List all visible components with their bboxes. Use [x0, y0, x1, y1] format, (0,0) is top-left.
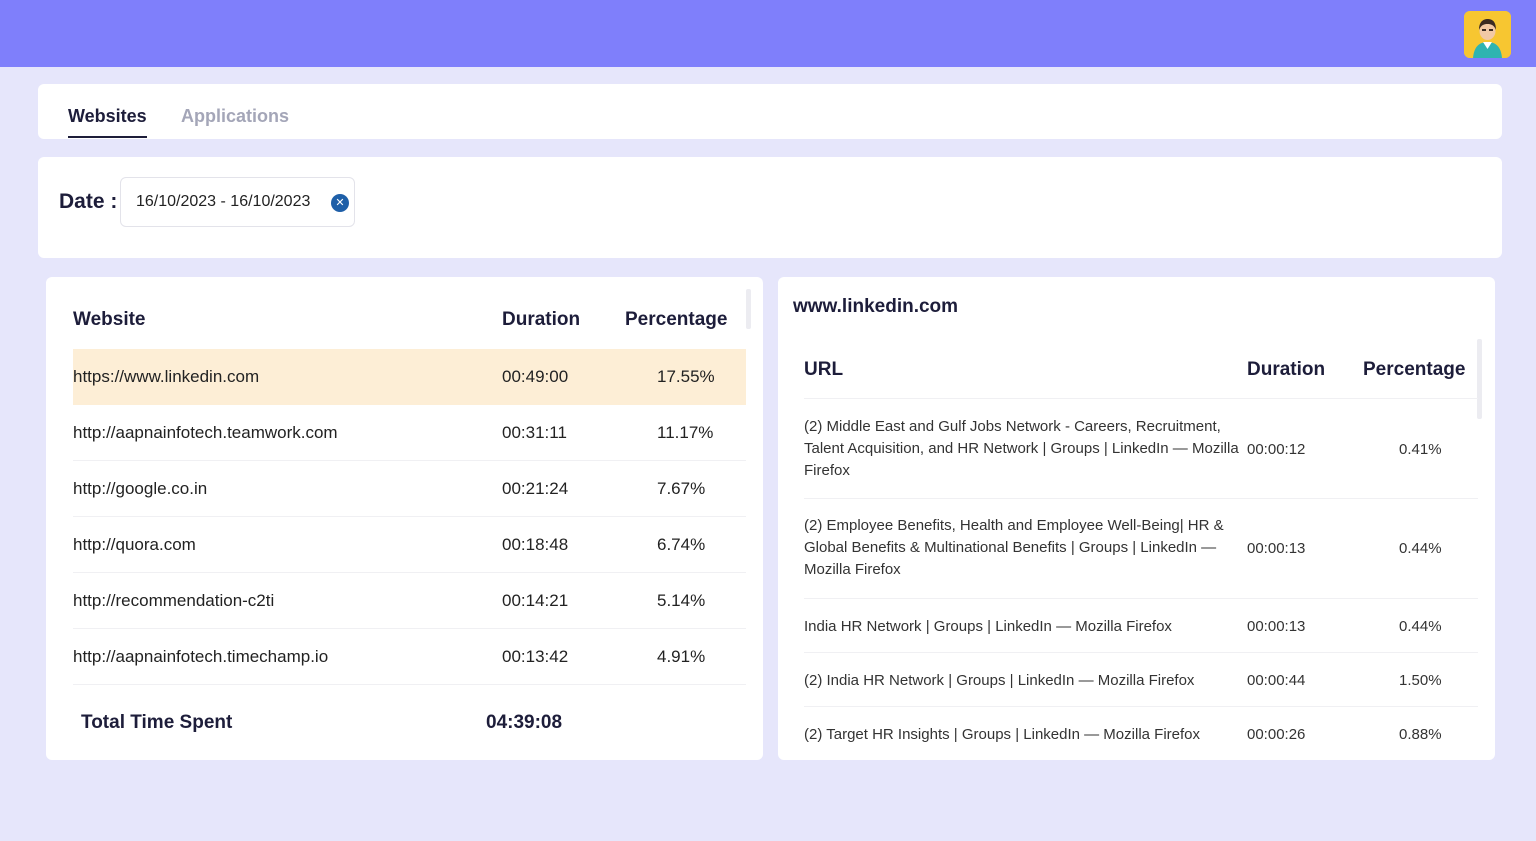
percentage-cell: 7.67% — [657, 479, 706, 498]
url-cell: India HR Network | Groups | LinkedIn — M… — [804, 618, 1172, 635]
date-filter-card: Date : 16/10/2023 - 16/10/2023 ✕ — [38, 157, 1502, 258]
user-avatar-icon — [1464, 11, 1511, 58]
website-cell: http://recommendation-c2ti — [73, 591, 275, 610]
percentage-cell: 0.41% — [1399, 441, 1442, 458]
duration-cell: 00:13:42 — [502, 647, 569, 666]
column-header-url: URL — [804, 359, 844, 380]
date-label: Date : — [59, 190, 118, 213]
top-bar — [0, 0, 1536, 67]
websites-table-panel: Website Duration Percentage https://www.… — [46, 277, 763, 760]
table-row[interactable]: (2) Target HR Insights | Groups | Linked… — [804, 706, 1478, 760]
percentage-cell: 11.17% — [657, 423, 714, 442]
detail-title: www.linkedin.com — [793, 296, 959, 317]
column-header-duration: Duration — [1247, 359, 1326, 380]
percentage-cell: 1.50% — [1399, 672, 1442, 689]
table-row[interactable]: (2) India HR Network | Groups | LinkedIn… — [804, 652, 1478, 706]
scrollbar[interactable] — [746, 289, 751, 329]
table-row[interactable]: India HR Network | Groups | LinkedIn — M… — [804, 598, 1478, 652]
website-cell: https://www.linkedin.com — [73, 367, 260, 386]
total-time-value: 04:39:08 — [486, 712, 563, 733]
table-row[interactable]: http://quora.com 00:18:48 6.74% — [73, 517, 746, 573]
column-header-percentage: Percentage — [625, 309, 728, 330]
percentage-cell: 6.74% — [657, 535, 706, 554]
table-row[interactable]: https://www.linkedin.com 00:49:00 17.55% — [73, 349, 746, 405]
website-cell: http://aapnainfotech.teamwork.com — [73, 423, 338, 442]
duration-cell: 00:00:44 — [1247, 672, 1306, 689]
url-cell: (2) Employee Benefits, Health and Employ… — [804, 517, 1224, 578]
close-icon[interactable]: ✕ — [331, 194, 349, 212]
table-row[interactable]: (2) Middle East and Gulf Jobs Network - … — [804, 398, 1478, 498]
tabs-bar: Websites Applications — [38, 84, 1502, 139]
total-time-label: Total Time Spent — [81, 712, 233, 733]
column-header-percentage: Percentage — [1363, 359, 1466, 380]
website-cell: http://google.co.in — [73, 479, 208, 498]
duration-cell: 00:18:48 — [502, 535, 569, 554]
duration-cell: 00:49:00 — [502, 367, 569, 386]
percentage-cell: 5.14% — [657, 591, 706, 610]
duration-cell: 00:00:13 — [1247, 618, 1306, 635]
percentage-cell: 17.55% — [657, 367, 715, 386]
website-cell: http://aapnainfotech.timechamp.io — [73, 647, 329, 666]
url-cell: (2) India HR Network | Groups | LinkedIn… — [804, 672, 1195, 689]
percentage-cell: 4.91% — [657, 647, 706, 666]
percentage-cell: 0.44% — [1399, 618, 1442, 635]
percentage-cell: 0.44% — [1399, 540, 1442, 557]
website-cell: http://quora.com — [73, 535, 196, 554]
duration-cell: 00:14:21 — [502, 591, 569, 610]
duration-cell: 00:31:11 — [502, 423, 567, 442]
duration-cell: 00:00:13 — [1247, 540, 1306, 557]
table-row[interactable]: http://aapnainfotech.timechamp.io 00:13:… — [73, 629, 746, 685]
percentage-cell: 0.88% — [1399, 726, 1442, 743]
tab-websites[interactable]: Websites — [68, 106, 147, 138]
table-row[interactable]: http://recommendation-c2ti 00:14:21 5.14… — [73, 573, 746, 629]
table-row[interactable]: (2) Employee Benefits, Health and Employ… — [804, 498, 1478, 598]
column-header-duration: Duration — [502, 309, 581, 330]
url-cell: (2) Middle East and Gulf Jobs Network - … — [804, 418, 1239, 479]
url-cell: (2) Target HR Insights | Groups | Linked… — [804, 726, 1200, 743]
duration-cell: 00:00:26 — [1247, 726, 1306, 743]
user-avatar-button[interactable] — [1464, 11, 1511, 58]
duration-cell: 00:21:24 — [502, 479, 569, 498]
scrollbar[interactable] — [1477, 339, 1482, 419]
url-detail-panel: www.linkedin.com URL Duration Percentage… — [778, 277, 1495, 760]
column-header-website: Website — [73, 309, 146, 330]
table-row[interactable]: http://aapnainfotech.teamwork.com 00:31:… — [73, 405, 746, 461]
tab-applications[interactable]: Applications — [181, 106, 290, 126]
date-range-value: 16/10/2023 - 16/10/2023 — [136, 193, 311, 210]
date-range-picker[interactable]: 16/10/2023 - 16/10/2023 ✕ — [120, 177, 355, 227]
table-row[interactable]: http://google.co.in 00:21:24 7.67% — [73, 461, 746, 517]
duration-cell: 00:00:12 — [1247, 441, 1306, 458]
